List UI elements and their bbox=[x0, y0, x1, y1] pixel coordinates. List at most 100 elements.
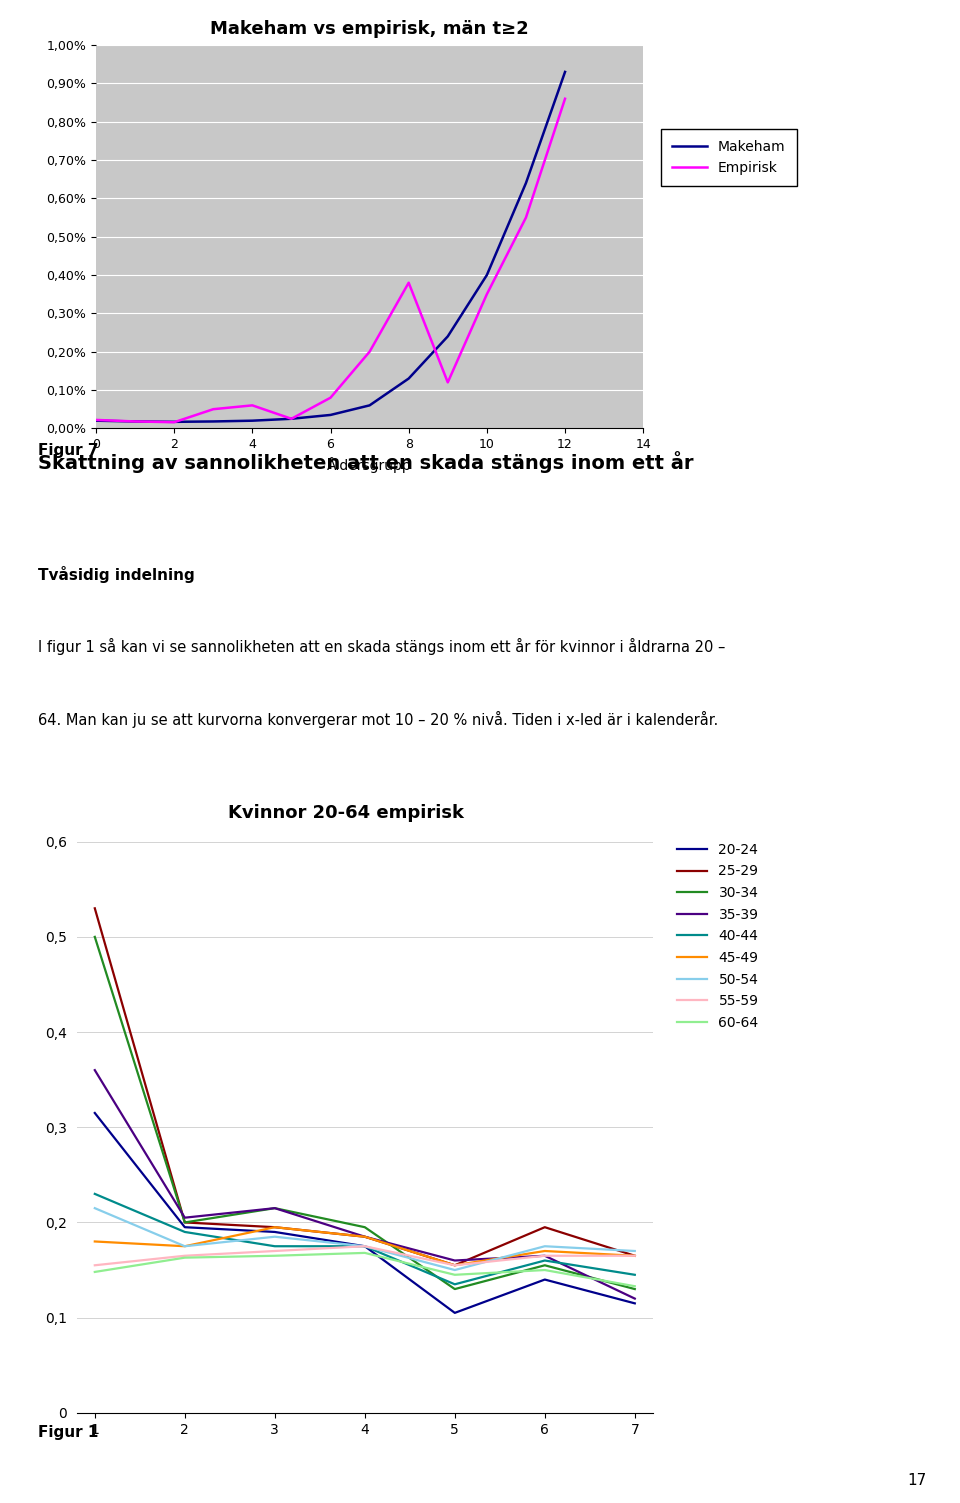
20-24 bbox=[359, 1237, 371, 1255]
Empirisk bbox=[130, 412, 141, 430]
20-24 bbox=[629, 1294, 640, 1312]
Line: 55-59: 55-59 bbox=[95, 1246, 635, 1266]
45-49 bbox=[269, 1217, 280, 1235]
Line: 20-24: 20-24 bbox=[95, 1112, 635, 1314]
20-24 bbox=[539, 1270, 550, 1288]
40-44 bbox=[359, 1237, 371, 1255]
Makeham bbox=[286, 410, 298, 428]
45-49 bbox=[629, 1246, 640, 1264]
Text: I figur 1 så kan vi se sannolikheten att en skada stängs inom ett år för kvinnor: I figur 1 så kan vi se sannolikheten att… bbox=[38, 639, 726, 655]
45-49 bbox=[539, 1241, 550, 1260]
55-59 bbox=[359, 1237, 371, 1255]
Empirisk bbox=[90, 410, 102, 428]
Makeham bbox=[207, 412, 219, 430]
Empirisk bbox=[442, 373, 453, 391]
30-34 bbox=[359, 1217, 371, 1235]
20-24 bbox=[89, 1103, 101, 1121]
Text: Skattning av sannolikheten att en skada stängs inom ett år: Skattning av sannolikheten att en skada … bbox=[38, 451, 694, 473]
Text: Figur 1: Figur 1 bbox=[38, 1425, 99, 1440]
50-54 bbox=[539, 1237, 550, 1255]
Empirisk bbox=[560, 90, 571, 108]
30-34 bbox=[449, 1281, 461, 1299]
Empirisk bbox=[324, 389, 336, 407]
Empirisk bbox=[364, 343, 375, 361]
55-59 bbox=[449, 1257, 461, 1275]
35-39 bbox=[539, 1246, 550, 1264]
25-29 bbox=[89, 899, 101, 917]
Empirisk bbox=[247, 397, 258, 415]
Line: 30-34: 30-34 bbox=[95, 936, 635, 1290]
50-54 bbox=[179, 1237, 190, 1255]
35-39 bbox=[269, 1199, 280, 1217]
Makeham bbox=[168, 413, 180, 431]
25-29 bbox=[179, 1213, 190, 1231]
Line: 60-64: 60-64 bbox=[95, 1254, 635, 1287]
Makeham bbox=[403, 370, 415, 388]
Text: 64. Man kan ju se att kurvorna konvergerar mot 10 – 20 % nivå. Tiden i x-led är : 64. Man kan ju se att kurvorna konverger… bbox=[38, 711, 719, 727]
60-64 bbox=[539, 1261, 550, 1279]
Legend: 20-24, 25-29, 30-34, 35-39, 40-44, 45-49, 50-54, 55-59, 60-64: 20-24, 25-29, 30-34, 35-39, 40-44, 45-49… bbox=[671, 837, 764, 1036]
45-49 bbox=[359, 1228, 371, 1246]
40-44 bbox=[89, 1184, 101, 1202]
35-39 bbox=[359, 1228, 371, 1246]
X-axis label: Åldersgrupp: Åldersgrupp bbox=[327, 457, 412, 472]
25-29 bbox=[359, 1228, 371, 1246]
55-59 bbox=[539, 1246, 550, 1264]
60-64 bbox=[269, 1246, 280, 1264]
Text: Kvinnor 20-64 empirisk: Kvinnor 20-64 empirisk bbox=[228, 804, 464, 822]
Text: Figur 7: Figur 7 bbox=[38, 443, 99, 458]
Empirisk bbox=[168, 413, 180, 431]
Title: Makeham vs empirisk, män t≥2: Makeham vs empirisk, män t≥2 bbox=[210, 20, 529, 38]
30-34 bbox=[629, 1281, 640, 1299]
Text: Tvåsidig indelning: Tvåsidig indelning bbox=[38, 567, 195, 583]
35-39 bbox=[179, 1208, 190, 1226]
55-59 bbox=[269, 1241, 280, 1260]
50-54 bbox=[89, 1199, 101, 1217]
60-64 bbox=[179, 1249, 190, 1267]
20-24 bbox=[449, 1303, 461, 1323]
Makeham bbox=[481, 266, 492, 284]
30-34 bbox=[539, 1257, 550, 1275]
Empirisk bbox=[403, 274, 415, 292]
Line: 25-29: 25-29 bbox=[95, 908, 635, 1266]
Makeham bbox=[560, 63, 571, 81]
Empirisk bbox=[286, 410, 298, 428]
Text: 17: 17 bbox=[907, 1473, 926, 1488]
25-29 bbox=[629, 1246, 640, 1264]
25-29 bbox=[269, 1217, 280, 1235]
30-34 bbox=[269, 1199, 280, 1217]
50-54 bbox=[629, 1241, 640, 1260]
20-24 bbox=[179, 1217, 190, 1235]
45-49 bbox=[449, 1257, 461, 1275]
40-44 bbox=[179, 1223, 190, 1241]
60-64 bbox=[629, 1278, 640, 1296]
Empirisk bbox=[520, 209, 532, 227]
45-49 bbox=[179, 1237, 190, 1255]
50-54 bbox=[449, 1261, 461, 1279]
Makeham bbox=[364, 397, 375, 415]
Line: 50-54: 50-54 bbox=[95, 1208, 635, 1270]
Line: Empirisk: Empirisk bbox=[96, 99, 565, 422]
35-39 bbox=[89, 1061, 101, 1079]
40-44 bbox=[629, 1266, 640, 1284]
60-64 bbox=[449, 1266, 461, 1284]
35-39 bbox=[449, 1252, 461, 1270]
60-64 bbox=[359, 1244, 371, 1263]
55-59 bbox=[89, 1257, 101, 1275]
55-59 bbox=[629, 1246, 640, 1264]
Makeham bbox=[247, 412, 258, 430]
Legend: Makeham, Empirisk: Makeham, Empirisk bbox=[661, 129, 797, 186]
50-54 bbox=[269, 1228, 280, 1246]
45-49 bbox=[89, 1232, 101, 1250]
40-44 bbox=[269, 1237, 280, 1255]
Makeham bbox=[130, 412, 141, 430]
30-34 bbox=[179, 1213, 190, 1231]
Line: Makeham: Makeham bbox=[96, 72, 565, 422]
Line: 40-44: 40-44 bbox=[95, 1193, 635, 1284]
Line: 45-49: 45-49 bbox=[95, 1226, 635, 1266]
Makeham bbox=[442, 328, 453, 346]
Empirisk bbox=[481, 286, 492, 304]
25-29 bbox=[449, 1257, 461, 1275]
Makeham bbox=[520, 174, 532, 192]
50-54 bbox=[359, 1237, 371, 1255]
